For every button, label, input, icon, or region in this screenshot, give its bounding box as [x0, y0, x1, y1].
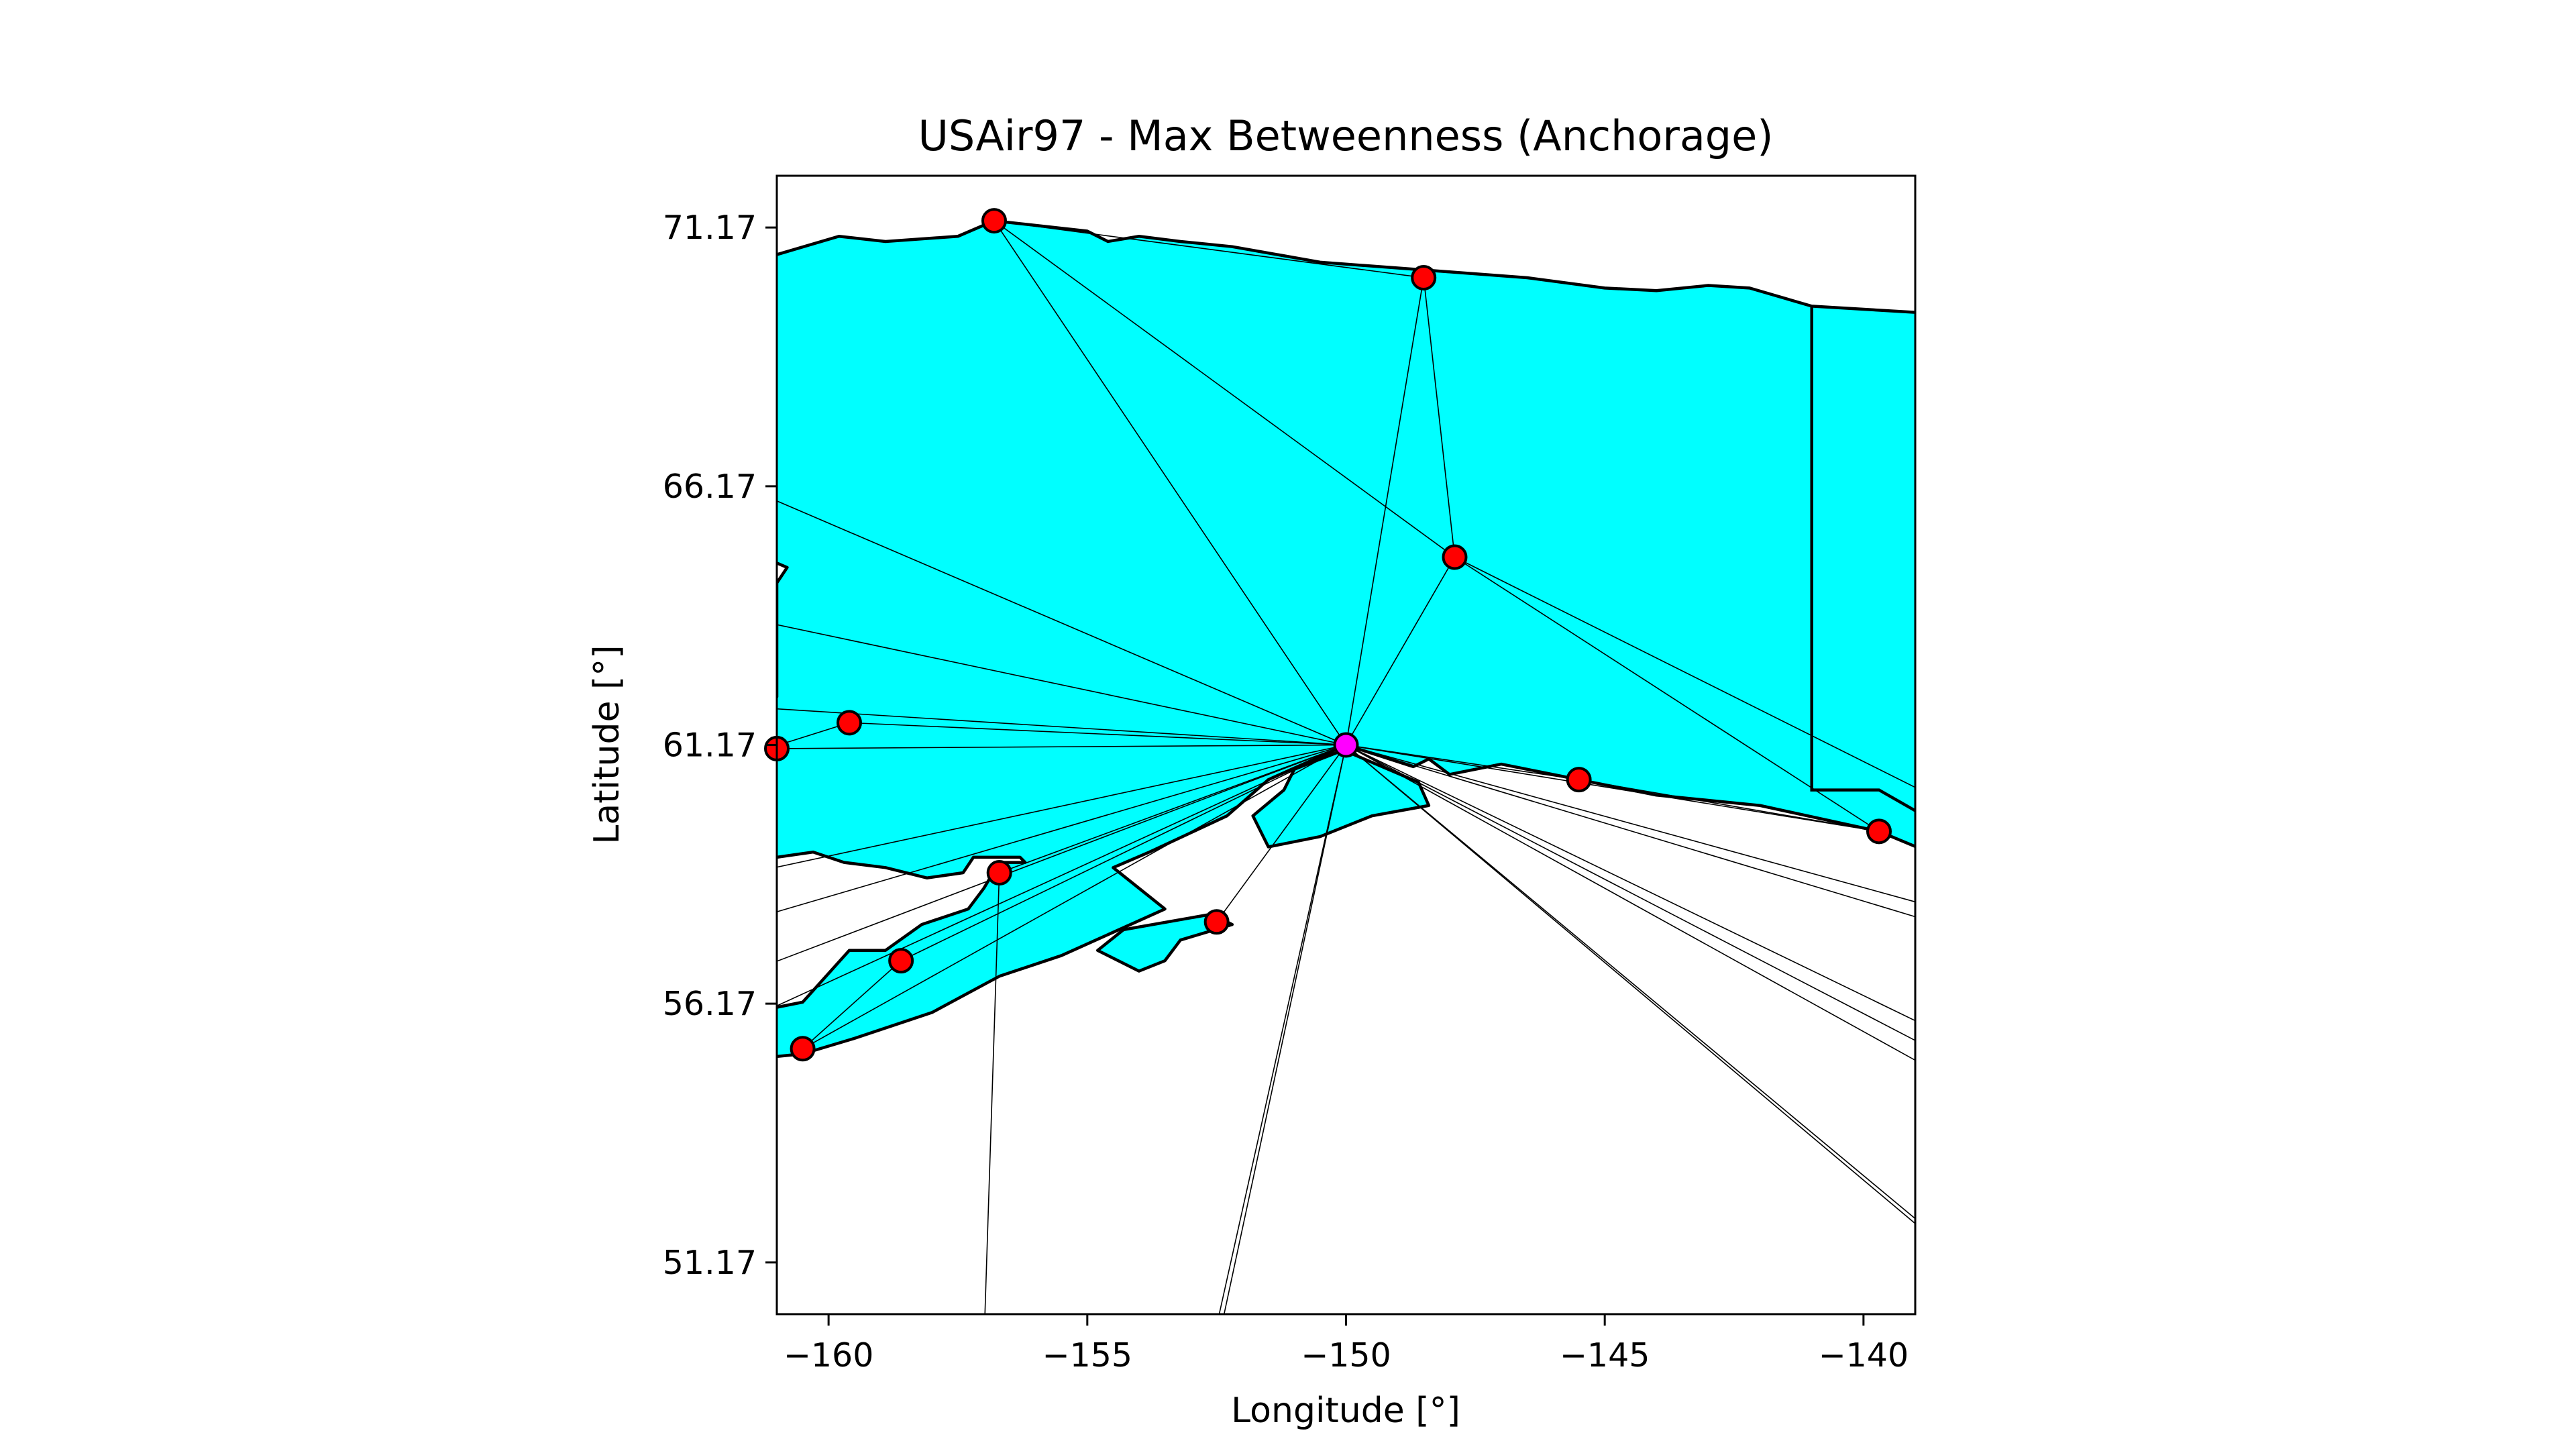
- airport-marker: [1566, 767, 1592, 793]
- airport-layer: [764, 208, 1892, 1062]
- route-line: [984, 873, 1000, 1314]
- route-line: [777, 744, 1346, 1007]
- route-line: [1346, 744, 1880, 833]
- route-line: [900, 744, 1346, 961]
- route-line: [1454, 556, 1915, 788]
- airport-marker: [1442, 544, 1468, 570]
- land-polygon: [1251, 748, 1431, 849]
- land-polygon: [777, 219, 1915, 1059]
- x-tick-label: −145: [1560, 1336, 1650, 1375]
- land-layer: [777, 219, 1915, 1059]
- route-line: [1346, 744, 1915, 1022]
- y-tick-label: 71.17: [663, 209, 757, 247]
- route-line: [802, 960, 902, 1049]
- route-line: [777, 500, 1346, 746]
- route-line: [1223, 745, 1347, 1314]
- route-line: [1216, 745, 1347, 922]
- y-tick-label: 51.17: [663, 1244, 757, 1282]
- route-line: [1345, 557, 1456, 745]
- airport-marker: [1203, 909, 1230, 935]
- airport-marker: [888, 948, 914, 974]
- x-tick-label: −160: [784, 1336, 874, 1375]
- route-line: [999, 744, 1346, 873]
- route-line: [1346, 744, 1915, 1061]
- route-line: [1454, 556, 1880, 832]
- route-layer: [777, 220, 1915, 1314]
- route-line: [777, 744, 1346, 962]
- airport-marker: [1411, 264, 1437, 290]
- route-line: [1346, 744, 1915, 918]
- route-line: [1423, 277, 1456, 557]
- route-line: [777, 722, 850, 747]
- route-line: [777, 744, 1346, 868]
- y-axis-label: Latitude [°]: [587, 645, 627, 844]
- y-tick-label: 61.17: [663, 727, 757, 765]
- route-line: [777, 744, 1346, 749]
- airport-marker: [1866, 818, 1892, 845]
- route-line: [994, 220, 1347, 745]
- y-tick-label: 56.17: [663, 985, 757, 1023]
- route-line: [777, 624, 1346, 746]
- route-line: [849, 722, 1346, 746]
- x-tick-label: −155: [1042, 1336, 1133, 1375]
- route-line: [802, 744, 1346, 1049]
- x-axis-label: Longitude [°]: [1231, 1391, 1460, 1431]
- hub-marker: [1333, 732, 1359, 758]
- airport-marker: [986, 860, 1012, 886]
- airport-marker: [836, 710, 862, 736]
- x-tick-label: −150: [1301, 1336, 1391, 1375]
- x-axis-ticks: −160 −155 −150 −145 −140: [784, 1314, 1909, 1375]
- y-tick-label: 66.17: [663, 468, 757, 506]
- airport-marker: [981, 208, 1007, 234]
- route-line: [994, 220, 1455, 558]
- airport-marker: [790, 1036, 816, 1062]
- border-line: [1810, 306, 1915, 812]
- route-line: [1346, 744, 1915, 1041]
- route-line: [777, 744, 1346, 912]
- route-line: [1345, 744, 1915, 1220]
- border-layer: [1810, 306, 1915, 812]
- route-line: [1345, 744, 1915, 1225]
- route-line: [1578, 779, 1880, 833]
- map-title: USAir97 - Max Betweenness (Anchorage): [918, 111, 1774, 160]
- y-axis-ticks: 51.17 56.17 61.17 66.17 71.17: [663, 209, 777, 1282]
- route-line: [994, 220, 1424, 278]
- route-line: [1346, 744, 1915, 903]
- x-tick-label: −140: [1819, 1336, 1909, 1375]
- route-line: [1345, 277, 1424, 745]
- route-line: [1218, 745, 1347, 1314]
